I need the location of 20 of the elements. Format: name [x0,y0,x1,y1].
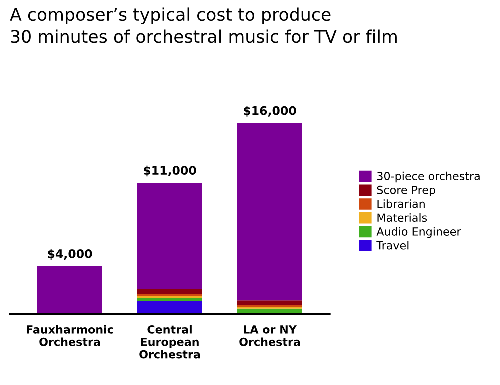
legend-label: Score Prep [377,186,436,196]
legend-label: Materials [378,213,428,222]
chart-title: A composer’s typical cost to produce 30 minutes of orchestral music for TV or film [10,8,397,44]
bar [138,300,202,314]
legend-label: 30-piece orchestra [378,172,480,183]
legend-label: Audio Engineer [376,227,462,238]
bar [138,289,202,295]
bar [138,183,202,290]
annotation: $11,000 [144,166,196,177]
legend-label: Librarian [378,200,425,208]
bar [138,298,202,301]
annotation: $4,000 [48,249,92,260]
legend-label: Travel [376,241,409,250]
bar [238,300,302,306]
x-tick-label: Central European Orchestra [140,325,200,359]
x-tick-label: LA or NY Orchestra [240,326,300,346]
annotation: $16,000 [244,106,296,117]
bar [38,266,102,314]
bar [238,123,302,301]
x-tick-label: Fauxharmonic Orchestra [27,325,114,346]
